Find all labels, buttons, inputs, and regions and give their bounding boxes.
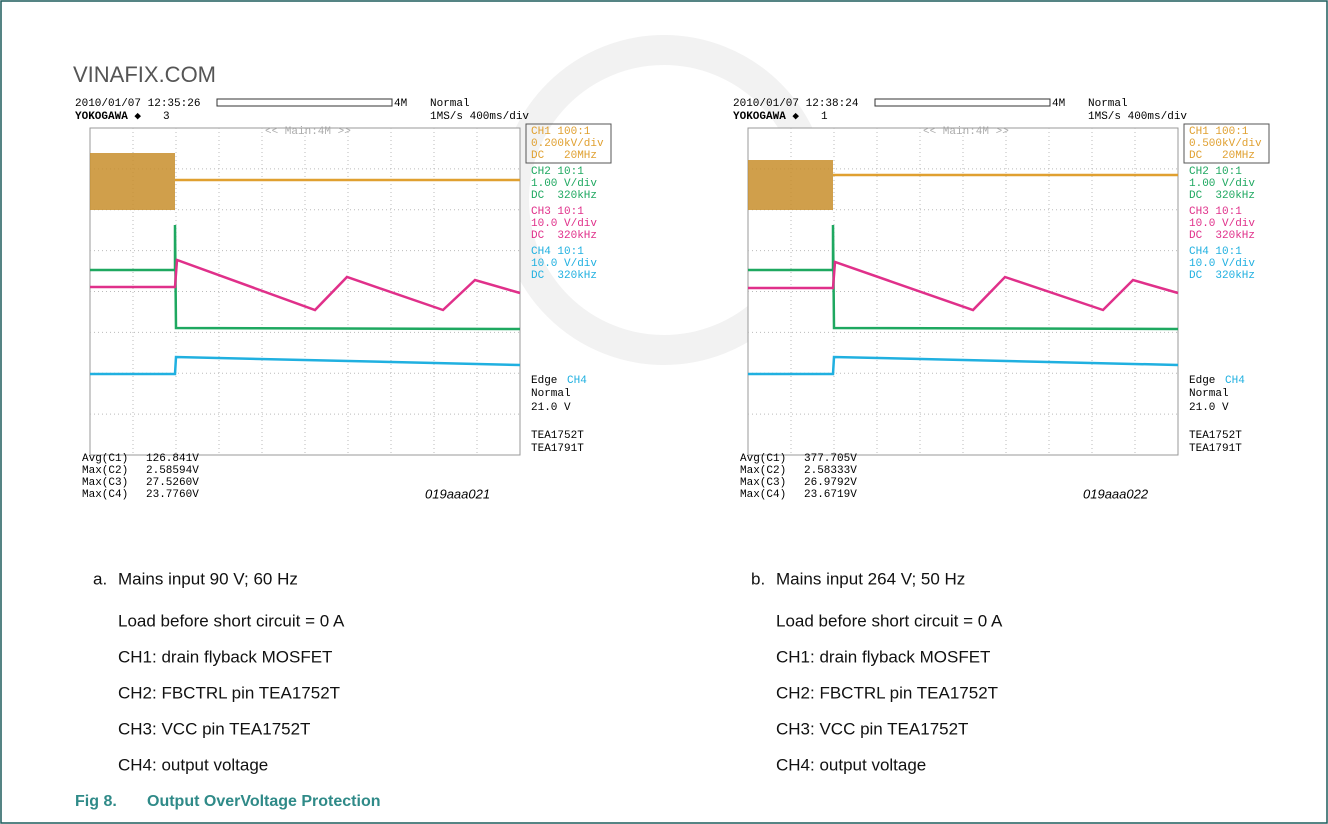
- panel-note: CH1: drain flyback MOSFET: [776, 647, 990, 666]
- trigger-count: 1: [821, 111, 828, 123]
- trigger-type: Edge: [1189, 375, 1215, 387]
- brand: YOKOGAWA ◆: [733, 111, 799, 123]
- channel-scale: 1.00 V/div: [1189, 178, 1255, 190]
- channel-scale: 0.200kV/div: [531, 138, 604, 150]
- figure-title: Output OverVoltage Protection: [147, 793, 381, 810]
- zoom-label: << Main:4M >>: [265, 126, 351, 138]
- device: TEA1791T: [1189, 443, 1242, 455]
- measure-value: 2.58594V: [146, 465, 199, 477]
- measure-value: 126.841V: [146, 453, 199, 465]
- panel-note: CH1: drain flyback MOSFET: [118, 647, 332, 666]
- channel-scale: 10.0 V/div: [1189, 218, 1255, 230]
- measure-name: Max(C2): [740, 465, 786, 477]
- measure-name: Max(C4): [740, 489, 786, 501]
- channel-name: CH3 10:1: [531, 206, 584, 218]
- page: VINAFIX.COM Fig 8. Output OverVoltage Pr…: [0, 0, 1328, 824]
- measure-name: Avg(C1): [740, 453, 786, 465]
- ch1-burst: [90, 153, 175, 210]
- panel-note: Load before short circuit = 0 A: [776, 611, 1003, 630]
- trigger-count: 3: [163, 111, 170, 123]
- measure-name: Max(C3): [82, 477, 128, 489]
- measure-name: Avg(C1): [82, 453, 128, 465]
- panel-note: CH2: FBCTRL pin TEA1752T: [118, 683, 340, 702]
- channel-coupling: DC 320kHz: [1189, 230, 1255, 242]
- channel-coupling: DC 320kHz: [1189, 190, 1255, 202]
- device: TEA1752T: [531, 430, 584, 442]
- measure-value: 2.58333V: [804, 465, 857, 477]
- channel-coupling: DC 320kHz: [1189, 270, 1255, 282]
- measure-name: Max(C4): [82, 489, 128, 501]
- channel-coupling: DC 20MHz: [1189, 150, 1255, 162]
- panel-note: CH4: output voltage: [776, 755, 926, 774]
- timestamp: 2010/01/07 12:38:24: [733, 98, 859, 110]
- measure-name: Max(C3): [740, 477, 786, 489]
- memory: 4M: [1052, 98, 1065, 110]
- channel-scale: 1.00 V/div: [531, 178, 597, 190]
- mode: Normal: [430, 98, 470, 110]
- device: TEA1791T: [531, 443, 584, 455]
- device: TEA1752T: [1189, 430, 1242, 442]
- figure-code: 019aaa021: [425, 486, 490, 501]
- panel-note: Load before short circuit = 0 A: [118, 611, 345, 630]
- rate: 1MS/s 400ms/div: [430, 111, 529, 123]
- measure-value: 27.5260V: [146, 477, 199, 489]
- brand: YOKOGAWA ◆: [75, 111, 141, 123]
- channel-name: CH1 100:1: [1189, 126, 1249, 138]
- mode: Normal: [1088, 98, 1128, 110]
- figure-number: Fig 8.: [75, 793, 117, 810]
- watermark: VINAFIX.COM: [73, 62, 216, 87]
- panel-caption: Mains input 90 V; 60 Hz: [118, 569, 298, 588]
- channel-name: CH1 100:1: [531, 126, 591, 138]
- channel-name: CH2 10:1: [1189, 166, 1242, 178]
- memory: 4M: [394, 98, 407, 110]
- panel-label: b.: [751, 569, 765, 588]
- channel-scale: 10.0 V/div: [531, 258, 597, 270]
- timestamp: 2010/01/07 12:35:26: [75, 98, 200, 110]
- measure-value: 23.6719V: [804, 489, 857, 501]
- trigger-source: CH4: [1225, 375, 1245, 387]
- measure-value: 26.9792V: [804, 477, 857, 489]
- channel-scale: 0.500kV/div: [1189, 138, 1262, 150]
- figure-code: 019aaa022: [1083, 486, 1149, 501]
- measure-value: 23.7760V: [146, 489, 199, 501]
- memory-bar: [217, 99, 392, 106]
- panel-note: CH3: VCC pin TEA1752T: [776, 719, 968, 738]
- measure-value: 377.705V: [804, 453, 857, 465]
- measure-name: Max(C2): [82, 465, 128, 477]
- channel-name: CH4 10:1: [531, 246, 584, 258]
- panel-note: CH2: FBCTRL pin TEA1752T: [776, 683, 998, 702]
- channel-scale: 10.0 V/div: [1189, 258, 1255, 270]
- panel-caption: Mains input 264 V; 50 Hz: [776, 569, 965, 588]
- panel-note: CH3: VCC pin TEA1752T: [118, 719, 310, 738]
- figure: VINAFIX.COM Fig 8. Output OverVoltage Pr…: [0, 0, 1328, 824]
- channel-name: CH2 10:1: [531, 166, 584, 178]
- trigger-mode: Normal: [1189, 388, 1229, 400]
- channel-coupling: DC 20MHz: [531, 150, 597, 162]
- trigger-level: 21.0 V: [531, 402, 571, 414]
- channel-name: CH3 10:1: [1189, 206, 1242, 218]
- ch1-burst: [748, 160, 833, 210]
- zoom-label: << Main:4M >>: [923, 126, 1009, 138]
- channel-name: CH4 10:1: [1189, 246, 1242, 258]
- channel-coupling: DC 320kHz: [531, 230, 597, 242]
- panel-label: a.: [93, 569, 107, 588]
- channel-coupling: DC 320kHz: [531, 270, 597, 282]
- trigger-level: 21.0 V: [1189, 402, 1229, 414]
- memory-bar: [875, 99, 1050, 106]
- trigger-mode: Normal: [531, 388, 571, 400]
- channel-scale: 10.0 V/div: [531, 218, 597, 230]
- channel-coupling: DC 320kHz: [531, 190, 597, 202]
- rate: 1MS/s 400ms/div: [1088, 111, 1187, 123]
- trigger-type: Edge: [531, 375, 557, 387]
- panel-note: CH4: output voltage: [118, 755, 268, 774]
- trigger-source: CH4: [567, 375, 587, 387]
